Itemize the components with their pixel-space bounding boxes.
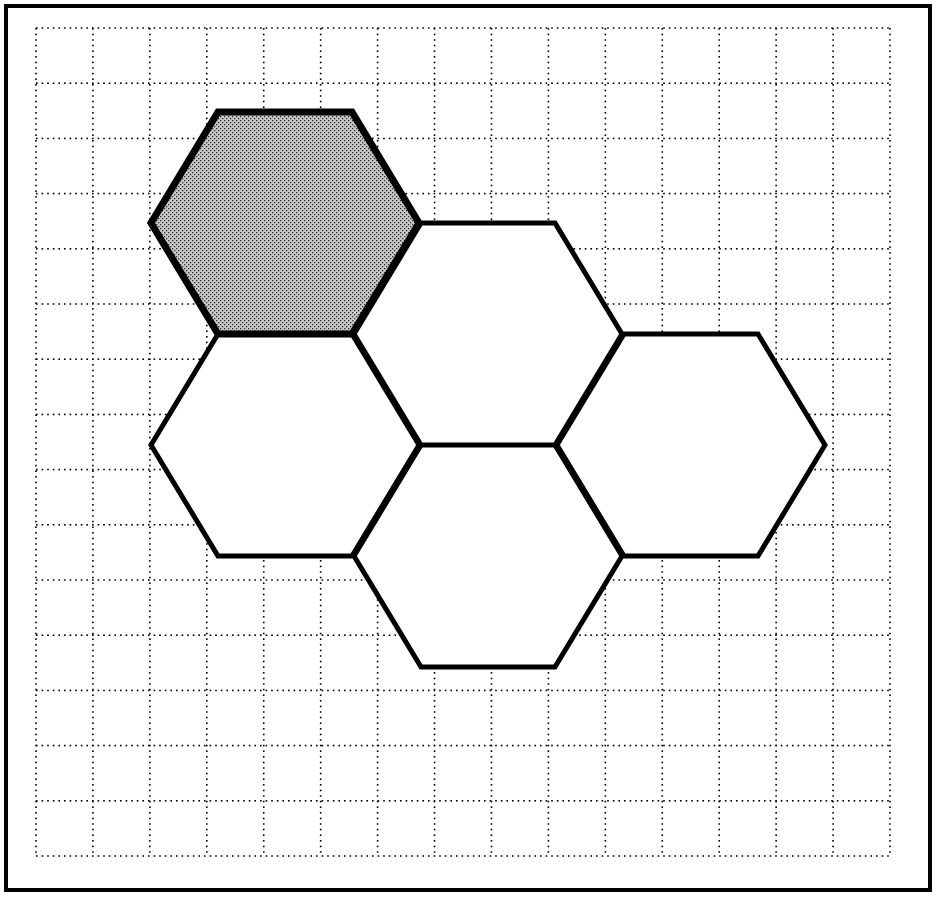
hexagon-shaded (146, 108, 424, 338)
hexagon-white (351, 442, 625, 670)
hexagon-cluster (146, 108, 828, 670)
